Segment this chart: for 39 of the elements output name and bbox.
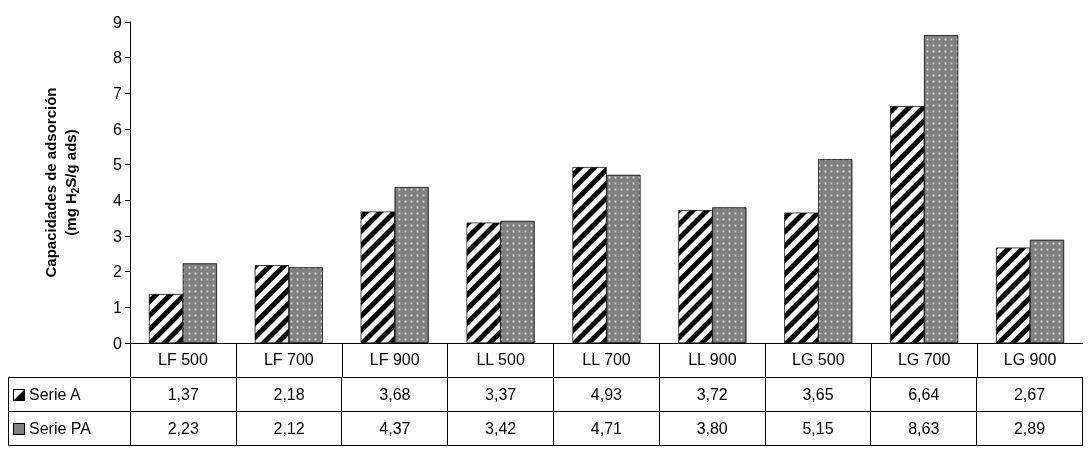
y-tick-label: 1 (113, 298, 123, 316)
x-tick-label: LL 700 (582, 350, 631, 368)
x-tick-label: LL 900 (688, 350, 737, 368)
x-tick-label: LG 500 (792, 350, 845, 368)
data-label: 1,37 (129, 377, 237, 412)
x-tick-label: LG 900 (1003, 350, 1057, 368)
data-label: 4,71 (553, 411, 660, 446)
y-tick-label: 5 (113, 156, 123, 174)
x-tick-label: LF 700 (263, 350, 314, 368)
data-label: 4,93 (553, 377, 660, 412)
y-tick-label: 9 (113, 13, 123, 31)
data-label: 3,68 (341, 377, 449, 412)
y-tick-label: 4 (113, 191, 123, 209)
legend-label: Serie PA (29, 419, 91, 438)
data-label: 8,63 (870, 411, 978, 446)
legend-label: Serie A (29, 385, 81, 404)
data-label: 3,37 (447, 377, 555, 412)
data-label: 6,64 (870, 377, 978, 412)
y-tick-label: 8 (113, 49, 123, 67)
data-label: 2,67 (976, 377, 1083, 412)
x-tick-label: LL 500 (476, 350, 525, 368)
data-label: 2,89 (976, 411, 1083, 446)
x-tick-label: LF 900 (369, 350, 420, 368)
x-tick-label: LF 500 (158, 350, 208, 368)
data-label: 5,15 (764, 411, 872, 446)
y-tick-label: 7 (113, 84, 123, 102)
data-label: 2,18 (235, 377, 343, 412)
data-label: 3,65 (764, 377, 872, 412)
data-label: 4,37 (341, 411, 449, 446)
data-label: 2,23 (129, 411, 237, 446)
y-tick-label: 6 (113, 120, 123, 138)
data-label: 2,12 (235, 411, 343, 446)
data-label: 3,42 (447, 411, 555, 446)
x-tick-label: LG 700 (897, 350, 951, 368)
y-tick-label: 0 (113, 334, 123, 352)
y-tick-label: 3 (113, 227, 123, 245)
data-label: 3,72 (658, 377, 766, 412)
data-label: 3,80 (658, 411, 766, 446)
y-tick-label: 2 (113, 263, 123, 281)
